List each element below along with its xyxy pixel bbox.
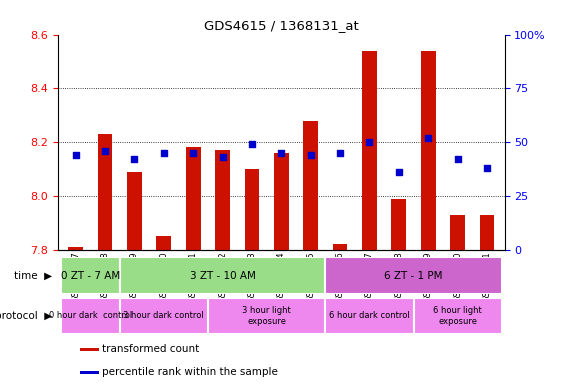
Text: transformed count: transformed count (102, 344, 200, 354)
Point (100, 147, 110, 154)
Point (365, 139, 374, 145)
Bar (97, 134, 113, 250)
Text: 0 ZT - 7 AM: 0 ZT - 7 AM (61, 270, 120, 281)
Point (483, 165, 492, 171)
Title: GDS4615 / 1368131_at: GDS4615 / 1368131_at (204, 19, 358, 32)
Point (247, 141, 256, 147)
Bar (127, 172, 142, 250)
Bar (362, 51, 377, 250)
Bar (325, 298, 414, 334)
Bar (68, 247, 83, 250)
Point (218, 154, 227, 160)
Bar (480, 215, 494, 250)
Text: percentile rank within the sample: percentile rank within the sample (102, 367, 278, 377)
Point (71, 152, 80, 158)
Bar (61, 257, 119, 294)
Text: 6 ZT - 1 PM: 6 ZT - 1 PM (385, 270, 443, 281)
Bar (119, 257, 325, 294)
Bar (245, 169, 259, 250)
Point (130, 156, 139, 162)
Bar (80, 371, 99, 374)
Text: 0 hour dark  control: 0 hour dark control (49, 311, 132, 320)
Bar (215, 150, 230, 250)
Bar (274, 153, 289, 250)
Bar (414, 298, 502, 334)
Bar (80, 348, 99, 351)
Bar (119, 298, 208, 334)
Bar (450, 215, 465, 250)
Point (159, 150, 168, 156)
Point (453, 156, 462, 162)
Bar (61, 298, 119, 334)
Text: 3 hour dark control: 3 hour dark control (124, 311, 204, 320)
Text: 6 hour dark control: 6 hour dark control (329, 311, 410, 320)
Point (335, 150, 345, 156)
Bar (157, 236, 171, 250)
Text: 6 hour light
exposure: 6 hour light exposure (433, 306, 482, 326)
Bar (303, 121, 318, 250)
Point (423, 135, 433, 141)
Bar (186, 147, 201, 250)
Point (188, 150, 198, 156)
Bar (421, 51, 436, 250)
Bar (333, 244, 347, 250)
Point (394, 169, 404, 175)
Point (306, 152, 316, 158)
Bar (392, 199, 406, 250)
Bar (325, 257, 502, 294)
Bar (208, 298, 325, 334)
Text: 3 ZT - 10 AM: 3 ZT - 10 AM (190, 270, 255, 281)
Text: 3 hour light
exposure: 3 hour light exposure (242, 306, 291, 326)
Text: protocol  ▶: protocol ▶ (0, 311, 52, 321)
Point (277, 150, 286, 156)
Text: time  ▶: time ▶ (14, 270, 52, 281)
